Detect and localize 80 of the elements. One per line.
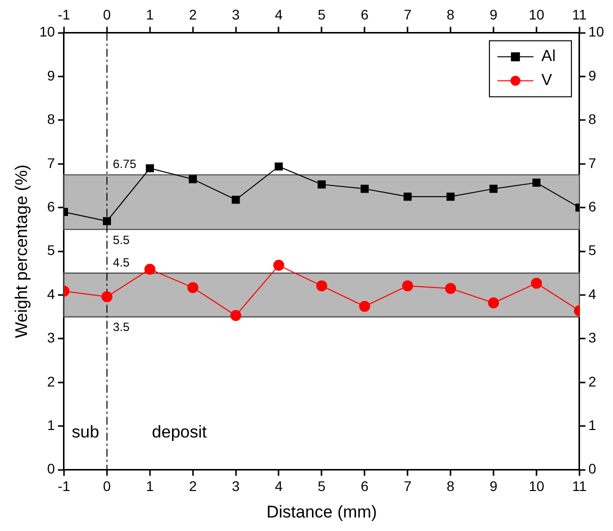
annotation: 6.75 (112, 157, 137, 172)
point (101, 291, 112, 302)
y-tick-label: 5 (47, 242, 56, 258)
x2-tick-label: 9 (490, 6, 498, 22)
x-tick-label: 9 (490, 478, 498, 494)
y2-tick-label: 3 (588, 330, 596, 346)
x-axis-title: Distance (mm) (266, 502, 377, 522)
point (532, 178, 541, 187)
x-tick-label: -1 (58, 478, 70, 494)
annotation: deposit (152, 422, 208, 442)
point (232, 196, 240, 204)
x2-tick-label: 0 (103, 6, 112, 22)
y2-tick-label: 1 (588, 416, 596, 433)
y2-tick-label: 8 (588, 111, 596, 128)
point (146, 164, 154, 172)
x2-tick-label: 6 (360, 6, 369, 22)
point (188, 175, 197, 184)
y-tick-label: 2 (47, 373, 56, 390)
y2-tick-label: 2 (588, 373, 596, 390)
x-tick-label: 1 (146, 478, 154, 494)
annotation: 3.5 (112, 320, 130, 334)
x-tick-label: 2 (188, 478, 197, 494)
annotation: 4.5 (112, 255, 130, 270)
x2-tick-label: 8 (446, 6, 455, 22)
y-tick-label: 8 (47, 111, 56, 128)
x2-tick-label: 1 (146, 6, 154, 22)
legend-label: V (541, 72, 552, 90)
x-tick-label: 4 (274, 478, 283, 494)
y2-tick-label: 4 (588, 286, 596, 302)
y-tick-label: 6 (47, 198, 56, 214)
point (274, 162, 283, 171)
point (446, 192, 455, 201)
y2-tick-label: 0 (588, 460, 596, 477)
point (316, 280, 328, 292)
x2-tick-label: 5 (318, 6, 326, 22)
x2-tick-label: 10 (528, 6, 544, 22)
point (488, 297, 500, 308)
y-tick-label: 3 (47, 330, 56, 346)
legend-label: Al (541, 48, 556, 66)
x-tick-label: 10 (528, 478, 544, 494)
point (359, 300, 370, 312)
point (402, 280, 414, 292)
x-tick-label: 7 (404, 478, 412, 494)
y-axis-title: Weight percentage (%) (12, 164, 31, 338)
y-tick-label: 9 (47, 67, 56, 84)
y2-tick-label: 10 (588, 24, 604, 40)
point (102, 217, 111, 226)
x2-tick-label: 4 (274, 6, 283, 22)
point (404, 192, 412, 201)
y-tick-label: 0 (47, 460, 56, 477)
y-tick-label: 10 (39, 24, 56, 40)
point (144, 264, 156, 275)
point (530, 278, 542, 289)
x2-tick-label: 3 (232, 6, 240, 22)
point (360, 184, 369, 193)
point (273, 260, 284, 271)
y2-tick-label: 6 (588, 198, 596, 214)
y2-tick-label: 7 (588, 154, 596, 171)
x-tick-label: 3 (232, 478, 240, 494)
x-tick-label: 5 (318, 478, 326, 494)
x2-tick-label: 7 (404, 6, 412, 22)
annotation: 5.5 (112, 232, 130, 247)
annotation: sub (72, 422, 100, 442)
y-tick-label: 7 (47, 154, 56, 171)
x2-tick-label: 2 (188, 6, 197, 22)
point (187, 282, 198, 294)
x-tick-label: 6 (360, 478, 369, 494)
y2-tick-label: 5 (588, 242, 596, 258)
y2-tick-label: 9 (588, 67, 596, 84)
x-tick-label: 0 (103, 478, 112, 494)
x2-tick-label: -1 (58, 6, 70, 22)
point (318, 180, 326, 188)
y-tick-label: 1 (47, 416, 56, 433)
point (230, 310, 242, 322)
y-tick-label: 4 (47, 286, 56, 302)
x-tick-label: 8 (446, 478, 455, 494)
point (489, 184, 498, 193)
x-tick-label: 11 (572, 478, 587, 494)
x2-tick-label: 11 (572, 6, 587, 22)
point (445, 282, 456, 294)
